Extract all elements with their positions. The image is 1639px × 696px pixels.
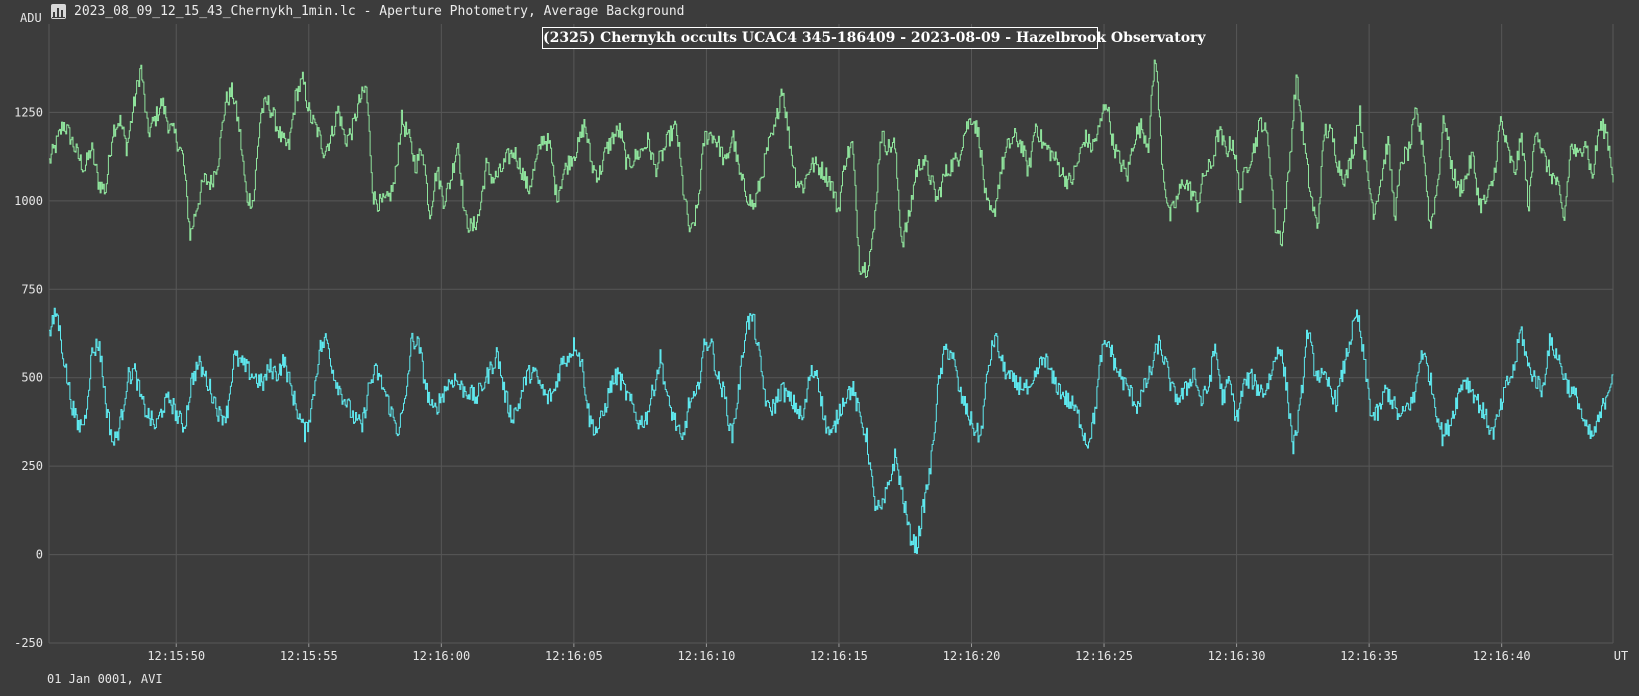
y-tick-label: 0 bbox=[36, 548, 43, 562]
series-line-2 bbox=[49, 307, 1614, 554]
x-tick-label: 12:16:05 bbox=[545, 649, 603, 663]
series-line-1 bbox=[49, 59, 1614, 278]
y-tick-label: -250 bbox=[14, 636, 43, 650]
x-tick-label: 12:16:30 bbox=[1208, 649, 1266, 663]
series-layer bbox=[49, 59, 1614, 554]
x-tick-label: 12:16:15 bbox=[810, 649, 868, 663]
chart-title: (2325) Chernykh occults UCAC4 345-186409… bbox=[542, 27, 1206, 49]
x-tick-label: 12:16:00 bbox=[412, 649, 470, 663]
footer-note: 01 Jan 0001, AVI bbox=[47, 672, 163, 686]
x-axis-label: UT bbox=[1614, 649, 1628, 663]
y-tick-label: 1250 bbox=[14, 105, 43, 119]
x-tick-label: 12:16:10 bbox=[678, 649, 736, 663]
x-tick-label: 12:16:25 bbox=[1075, 649, 1133, 663]
title-bar: 2023_08_09_12_15_43_Chernykh_1min.lc - A… bbox=[0, 0, 1639, 24]
x-tick-label: 12:16:40 bbox=[1473, 649, 1531, 663]
y-tick-label: 250 bbox=[21, 459, 43, 473]
y-axis-label: ADU bbox=[20, 11, 42, 25]
grid bbox=[48, 24, 1614, 647]
window-title: 2023_08_09_12_15_43_Chernykh_1min.lc - A… bbox=[74, 4, 685, 19]
x-tick-label: 12:15:55 bbox=[280, 649, 338, 663]
x-tick-label: 12:16:20 bbox=[943, 649, 1001, 663]
chart-window-icon bbox=[51, 4, 66, 19]
y-tick-label: 750 bbox=[21, 282, 43, 296]
y-tick-label: 1000 bbox=[14, 194, 43, 208]
y-tick-label: 500 bbox=[21, 371, 43, 385]
tick-labels: -250 0 250 500 750 1000 1250 12:15:50 12:15:55 12… bbox=[14, 105, 1530, 663]
x-tick-label: 12:16:35 bbox=[1340, 649, 1398, 663]
x-tick-label: 12:15:50 bbox=[147, 649, 205, 663]
